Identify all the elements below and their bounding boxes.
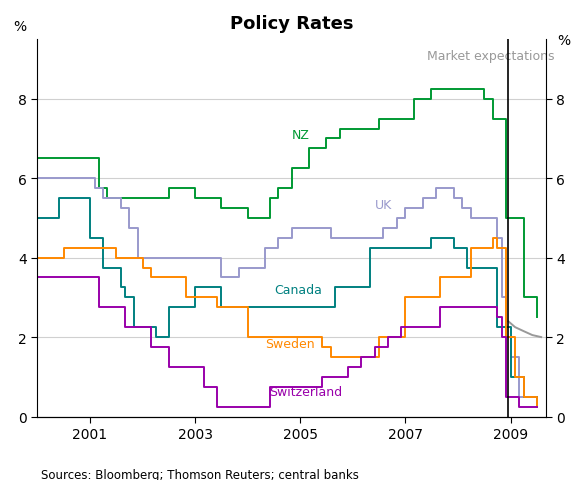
Text: UK: UK (375, 199, 392, 212)
Y-axis label: %: % (13, 21, 26, 35)
Text: Sources: Bloomberg; Thomson Reuters; central banks: Sources: Bloomberg; Thomson Reuters; cen… (41, 468, 359, 480)
Text: Market expectations: Market expectations (427, 50, 554, 63)
Y-axis label: %: % (557, 35, 570, 48)
Text: NZ: NZ (292, 129, 310, 142)
Text: Switzerland: Switzerland (269, 385, 343, 398)
Title: Policy Rates: Policy Rates (230, 15, 353, 33)
Text: Canada: Canada (274, 284, 322, 297)
Text: Sweden: Sweden (265, 337, 315, 350)
